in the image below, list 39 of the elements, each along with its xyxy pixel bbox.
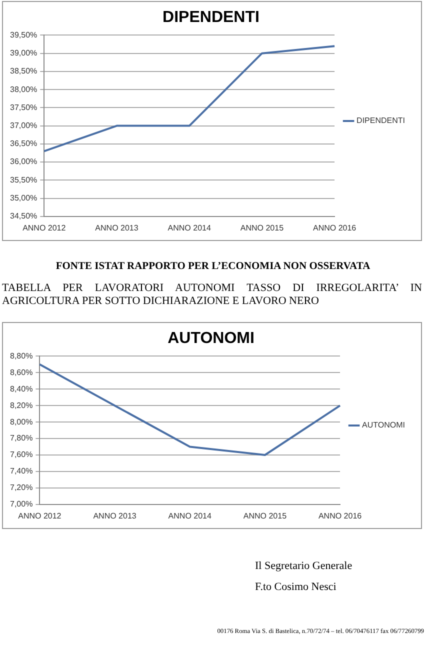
chart-title: DIPENDENTI (162, 9, 260, 26)
x-tick-label: ANNO 2015 (243, 511, 288, 520)
x-tick-label: ANNO 2014 (168, 511, 212, 520)
x-tick-label: ANNO 2016 (312, 223, 357, 232)
text: F.to Cosimo Nesci (255, 580, 338, 594)
x-tick-label: ANNO 2015 (240, 223, 284, 232)
y-tick-label: 8,40% (10, 384, 33, 394)
y-tick-label: 34,50% (10, 212, 38, 221)
y-tick-label: 37,50% (10, 102, 38, 112)
y-tick-label: 8,20% (10, 400, 33, 410)
x-tick-label: ANNO 2014 (168, 223, 212, 232)
source-note: FONTE ISTAT RAPPORTO PER L’ECONOMIA NON OSSERVATA (54, 261, 372, 272)
y-tick-label: 35,50% (10, 175, 38, 184)
y-tick-label: 38,00% (10, 84, 38, 94)
x-tick-label: ANNO 2012 (22, 223, 66, 232)
legend-label: AUTONOMI (362, 420, 406, 430)
y-tick-label: 39,50% (10, 30, 38, 40)
y-tick-label: 8,00% (10, 417, 33, 426)
y-tick-label: 35,00% (10, 193, 38, 202)
text: TABELLA PER LAVORATORI AUTONOMI TASSO DI IRREGOLARITA’ IN AGRICOLTURA PER SOTTO DICHIARAZIONE E LAVORO NERO (2, 282, 422, 308)
chart-title: AUTONOMI (168, 330, 254, 348)
x-tick-label: ANNO 2012 (18, 511, 62, 520)
y-tick-label: 7,80% (10, 434, 33, 443)
x-tick-label: ANNO 2013 (95, 223, 139, 232)
text: Il Segretario Generale (255, 559, 354, 573)
y-tick-label: 8,80% (10, 351, 33, 360)
y-tick-label: 8,60% (10, 368, 33, 377)
x-tick-label: ANNO 2016 (318, 511, 362, 520)
y-tick-label: 7,40% (10, 466, 33, 476)
y-tick-label: 38,50% (10, 66, 38, 76)
y-tick-label: 37,00% (10, 121, 38, 130)
y-tick-label: 7,20% (10, 483, 33, 492)
y-tick-label: 7,00% (10, 500, 33, 509)
x-tick-label: ANNO 2013 (93, 511, 137, 520)
legend-label: DIPENDENTI (356, 116, 406, 126)
y-tick-label: 36,50% (10, 139, 38, 148)
y-tick-label: 7,60% (10, 450, 33, 460)
y-tick-label: 36,00% (10, 157, 38, 166)
y-tick-label: 39,00% (10, 48, 38, 58)
